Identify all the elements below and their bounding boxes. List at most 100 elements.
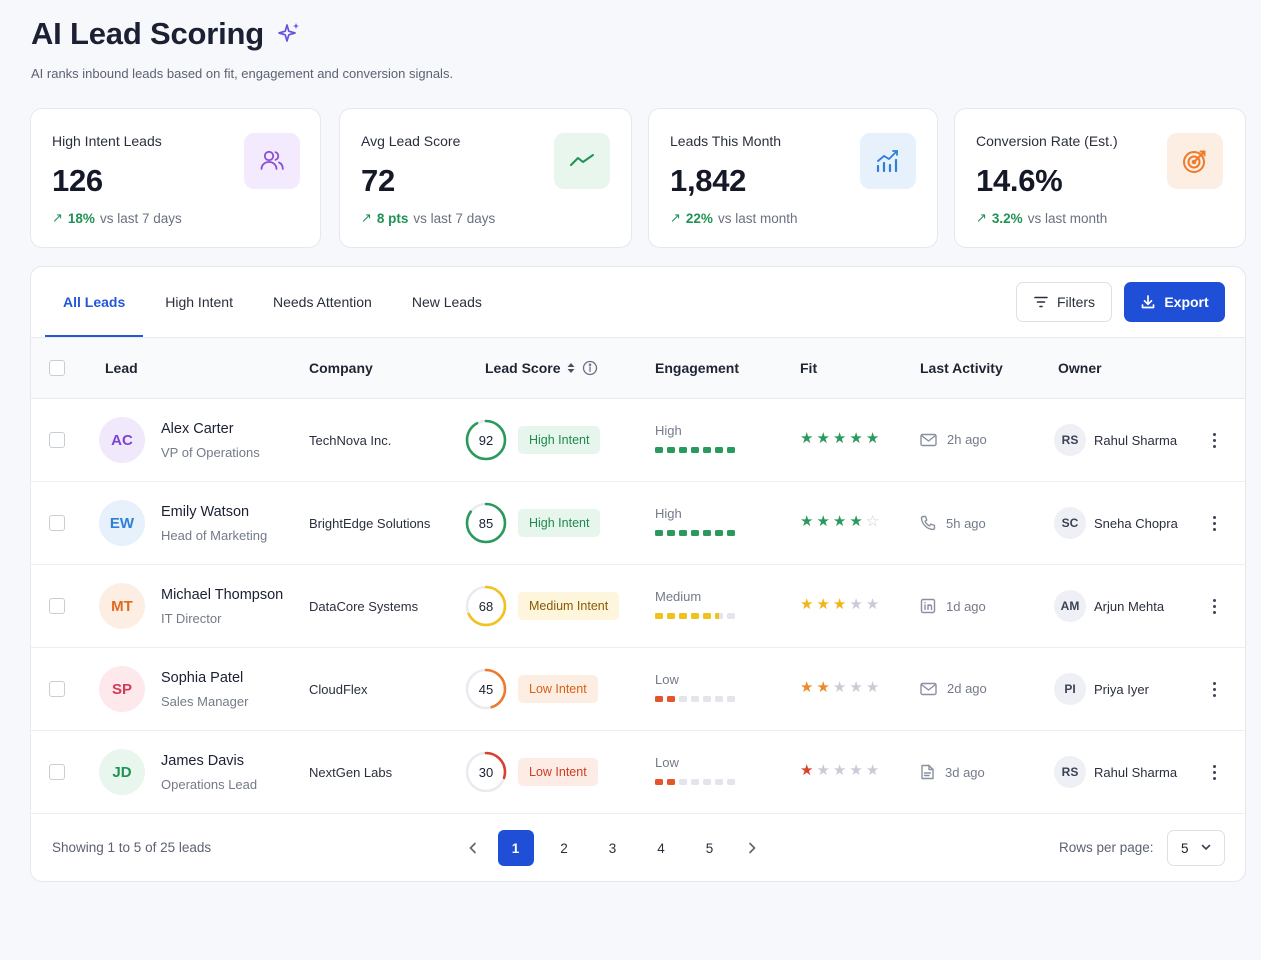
filters-label: Filters xyxy=(1056,294,1096,310)
row-checkbox[interactable] xyxy=(49,681,65,697)
col-lead-score[interactable]: Lead Score xyxy=(485,360,598,376)
stat-trend: ↗ 3.2% vs last month xyxy=(976,210,1107,226)
owner-avatar: SC xyxy=(1054,507,1086,539)
star-filled-icon: ★ xyxy=(800,762,814,779)
lead-name[interactable]: Alex Carter xyxy=(161,421,234,437)
table-row[interactable]: AC Alex Carter VP of Operations TechNova… xyxy=(31,399,1245,482)
chevron-right-icon xyxy=(749,842,756,854)
select-all-checkbox[interactable] xyxy=(49,360,65,376)
engagement-bar xyxy=(655,447,663,453)
star-filled-icon: ★ xyxy=(816,596,830,613)
col-lead: Lead xyxy=(105,360,138,376)
table-row[interactable]: SP Sophia Patel Sales Manager CloudFlex … xyxy=(31,648,1245,731)
last-activity: 5h ago xyxy=(920,515,986,531)
lead-tabs: All Leads High Intent Needs Attention Ne… xyxy=(45,267,500,337)
avatar: EW xyxy=(99,500,145,546)
intent-badge: High Intent xyxy=(518,426,601,454)
stat-label: Conversion Rate (Est.) xyxy=(976,133,1118,149)
page-2-button[interactable]: 2 xyxy=(560,840,568,856)
star-empty-icon: ☆ xyxy=(865,513,880,530)
activity-time: 1d ago xyxy=(946,598,986,614)
trend-text: vs last month xyxy=(717,210,798,226)
tab-new-leads[interactable]: New Leads xyxy=(411,294,482,310)
prev-page-button[interactable] xyxy=(461,830,485,866)
info-icon[interactable] xyxy=(582,360,598,376)
sparkle-icon xyxy=(278,23,299,42)
lead-name[interactable]: Sophia Patel xyxy=(161,670,244,686)
tab-needs-attention[interactable]: Needs Attention xyxy=(272,294,372,310)
lead-score: 45 xyxy=(478,681,494,697)
activity-time: 5h ago xyxy=(946,515,986,531)
row-checkbox[interactable] xyxy=(49,764,65,780)
rows-per-page-label: Rows per page: xyxy=(1059,840,1154,855)
page-3-button[interactable]: 3 xyxy=(608,840,617,856)
engagement-bar xyxy=(679,530,687,536)
showing-count: Showing 1 to 5 of 25 leads xyxy=(52,840,212,855)
rows-per-page-value: 5 xyxy=(1181,840,1189,856)
page-1-button[interactable]: 1 xyxy=(497,830,534,866)
row-menu-icon[interactable] xyxy=(1207,594,1221,618)
intent-badge: Low Intent xyxy=(518,758,598,786)
table-row[interactable]: MT Michael Thompson IT Director DataCore… xyxy=(31,565,1245,648)
intent-badge: Medium Intent xyxy=(518,592,620,620)
tab-all-leads[interactable]: All Leads xyxy=(45,272,144,337)
star-empty-icon: ★ xyxy=(816,762,830,779)
avatar: JD xyxy=(99,749,145,795)
filters-button[interactable]: Filters xyxy=(1016,282,1112,322)
sort-icon[interactable] xyxy=(566,361,576,375)
row-checkbox[interactable] xyxy=(49,432,65,448)
last-activity: 2d ago xyxy=(920,681,987,696)
target-icon xyxy=(1167,133,1223,189)
star-filled-icon: ★ xyxy=(832,513,847,530)
trend-up-icon: ↗ xyxy=(670,210,681,225)
table-row[interactable]: JD James Davis Operations Lead NextGen L… xyxy=(31,731,1245,814)
lead-role: IT Director xyxy=(161,611,222,626)
engagement-bars xyxy=(655,779,735,785)
lead-name[interactable]: Emily Watson xyxy=(161,504,250,520)
page-4-button[interactable]: 4 xyxy=(657,840,665,856)
export-button[interactable]: Export xyxy=(1124,282,1225,322)
row-checkbox[interactable] xyxy=(49,598,65,614)
lead-name[interactable]: James Davis xyxy=(161,753,244,769)
engagement-bars xyxy=(655,447,735,453)
engagement-bar xyxy=(679,447,687,453)
engagement-bar xyxy=(727,696,735,702)
stat-label: High Intent Leads xyxy=(52,133,162,149)
star-empty-icon: ★ xyxy=(849,679,863,696)
page-5-button[interactable]: 5 xyxy=(705,840,714,856)
engagement-bar xyxy=(727,779,735,785)
row-menu-icon[interactable] xyxy=(1207,677,1221,701)
star-filled-icon: ★ xyxy=(800,596,814,613)
engagement-bar xyxy=(691,779,699,785)
row-menu-icon[interactable] xyxy=(1207,760,1221,784)
linkedin-icon xyxy=(920,598,936,614)
star-filled-icon: ★ xyxy=(816,513,830,530)
trend-up-icon: ↗ xyxy=(52,210,63,225)
score-ring xyxy=(465,751,507,793)
row-menu-icon[interactable] xyxy=(1207,428,1221,452)
engagement-label: Low xyxy=(655,755,679,770)
filter-icon xyxy=(1034,296,1048,308)
table-header: Lead Company Lead Score Engagement Fit L… xyxy=(31,337,1245,399)
engagement-bars xyxy=(655,613,735,619)
star-empty-icon: ★ xyxy=(849,596,863,613)
row-checkbox[interactable] xyxy=(49,515,65,531)
star-filled-icon: ★ xyxy=(816,679,830,696)
table-row[interactable]: EW Emily Watson Head of Marketing Bright… xyxy=(31,482,1245,565)
rows-per-page-select[interactable]: 5 xyxy=(1167,830,1225,866)
lead-name[interactable]: Michael Thompson xyxy=(161,587,284,603)
trend-up-icon: ↗ xyxy=(361,210,372,225)
star-filled-icon: ★ xyxy=(800,679,814,696)
chevron-down-icon xyxy=(1201,844,1211,851)
lead-score: 92 xyxy=(478,432,494,448)
trend-value: 8 pts xyxy=(376,210,409,226)
activity-time: 2h ago xyxy=(947,432,987,447)
next-page-button[interactable] xyxy=(740,830,764,866)
engagement-label: Medium xyxy=(655,589,702,604)
star-empty-icon: ★ xyxy=(849,762,863,779)
tab-high-intent[interactable]: High Intent xyxy=(165,294,233,310)
trend-text: vs last month xyxy=(1027,210,1108,226)
stat-label: Avg Lead Score xyxy=(361,133,461,149)
engagement-bar xyxy=(715,530,723,536)
row-menu-icon[interactable] xyxy=(1207,511,1221,535)
